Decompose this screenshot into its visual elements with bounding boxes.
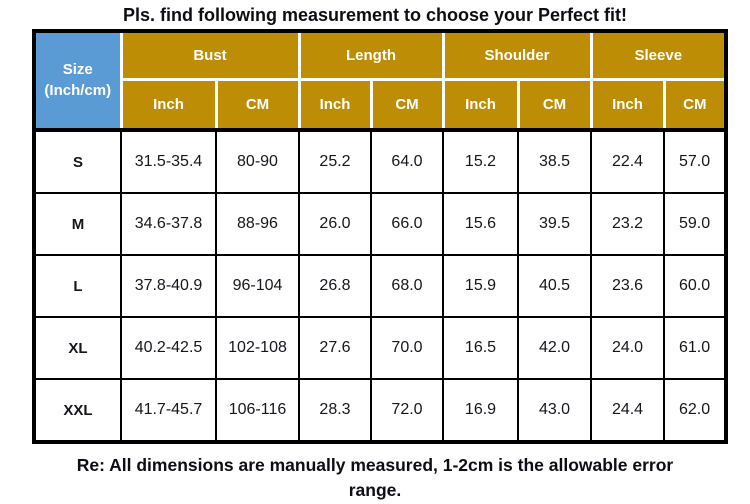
- header-shoulder: Shoulder: [441, 29, 593, 81]
- size-label: XXL: [33, 378, 122, 443]
- measurement-cell: 57.0: [663, 128, 728, 194]
- measurement-cell: 72.0: [370, 378, 444, 443]
- size-chart-table: Size (Inch/cm) Bust Length Shoulder Slee…: [32, 29, 729, 444]
- measurement-cell: 40.2-42.5: [120, 316, 217, 380]
- measurement-cell: 37.8-40.9: [120, 254, 217, 318]
- size-header-line2: (Inch/cm): [44, 81, 112, 99]
- table-row-l: L 37.8-40.9 96-104 26.8 68.0 15.9 40.5 2…: [33, 254, 728, 318]
- measurement-cell: 102-108: [215, 316, 300, 380]
- measurement-cell: 64.0: [370, 128, 444, 194]
- measurement-cell: 70.0: [370, 316, 444, 380]
- measurement-cell: 61.0: [663, 316, 728, 380]
- measurement-cell: 42.0: [516, 316, 593, 380]
- measurement-cell: 39.5: [516, 192, 593, 256]
- table-row-m: M 34.6-37.8 88-96 26.0 66.0 15.6 39.5 23…: [33, 192, 728, 256]
- unit-length-inch: Inch: [297, 78, 373, 132]
- measurement-cell: 68.0: [370, 254, 444, 318]
- unit-bust-inch: Inch: [119, 78, 218, 132]
- header-length: Length: [297, 29, 445, 81]
- measurement-cell: 23.6: [590, 254, 666, 318]
- size-label: L: [33, 254, 122, 318]
- measurement-cell: 59.0: [663, 192, 728, 256]
- table-row-s: S 31.5-35.4 80-90 25.2 64.0 15.2 38.5 22…: [33, 128, 728, 194]
- unit-bust-cm: CM: [214, 78, 301, 132]
- footer-note: Re: All dimensions are manually measured…: [76, 455, 674, 501]
- unit-length-cm: CM: [369, 78, 445, 132]
- header-group-row: Size (Inch/cm) Bust Length Shoulder Slee…: [32, 29, 728, 132]
- header-bust: Bust: [119, 29, 301, 81]
- size-label: XL: [33, 316, 122, 380]
- measurement-cell: 27.6: [298, 316, 372, 380]
- measurement-cell: 24.4: [590, 378, 666, 443]
- measurement-cell: 88-96: [215, 192, 300, 256]
- measurement-cell: 38.5: [516, 128, 593, 194]
- unit-sleeve-inch: Inch: [589, 78, 666, 132]
- measurement-cell: 16.5: [442, 316, 519, 380]
- measurement-cell: 22.4: [590, 128, 666, 194]
- size-header-cell: Size (Inch/cm): [32, 29, 123, 132]
- measurement-cell: 34.6-37.8: [120, 192, 217, 256]
- measurement-cell: 15.2: [442, 128, 519, 194]
- size-label: S: [33, 128, 122, 194]
- measurement-cell: 31.5-35.4: [120, 128, 217, 194]
- measurement-cell: 24.0: [590, 316, 666, 380]
- size-label: M: [33, 192, 122, 256]
- header-unit-row: Inch CM Inch CM Inch CM Inch CM: [34, 78, 728, 132]
- table-row-xxl: XXL 41.7-45.7 106-116 28.3 72.0 16.9 43.…: [33, 378, 728, 443]
- measurement-cell: 66.0: [370, 192, 444, 256]
- measurement-cell: 15.9: [442, 254, 519, 318]
- measurement-cell: 41.7-45.7: [120, 378, 217, 443]
- measurement-cell: 16.9: [442, 378, 519, 443]
- header-sleeve: Sleeve: [589, 29, 728, 81]
- measurement-cell: 96-104: [215, 254, 300, 318]
- unit-shoulder-inch: Inch: [441, 78, 520, 132]
- measurement-cell: 28.3: [298, 378, 372, 443]
- measurement-cell: 23.2: [590, 192, 666, 256]
- measurement-cell: 26.0: [298, 192, 372, 256]
- measurement-cell: 40.5: [516, 254, 593, 318]
- table-row-xl: XL 40.2-42.5 102-108 27.6 70.0 16.5 42.0…: [33, 316, 728, 380]
- unit-sleeve-cm: CM: [662, 78, 728, 132]
- size-header-line1: Size: [62, 61, 93, 79]
- unit-shoulder-cm: CM: [516, 78, 593, 132]
- measurement-cell: 80-90: [215, 128, 300, 194]
- measurement-cell: 62.0: [663, 378, 728, 443]
- measurement-cell: 106-116: [215, 378, 300, 443]
- measurement-cell: 60.0: [663, 254, 728, 318]
- measurement-cell: 15.6: [442, 192, 519, 256]
- measurement-cell: 26.8: [298, 254, 372, 318]
- page-title: Pls. find following measurement to choos…: [122, 5, 628, 25]
- measurement-cell: 43.0: [516, 378, 593, 443]
- measurement-cell: 25.2: [298, 128, 372, 194]
